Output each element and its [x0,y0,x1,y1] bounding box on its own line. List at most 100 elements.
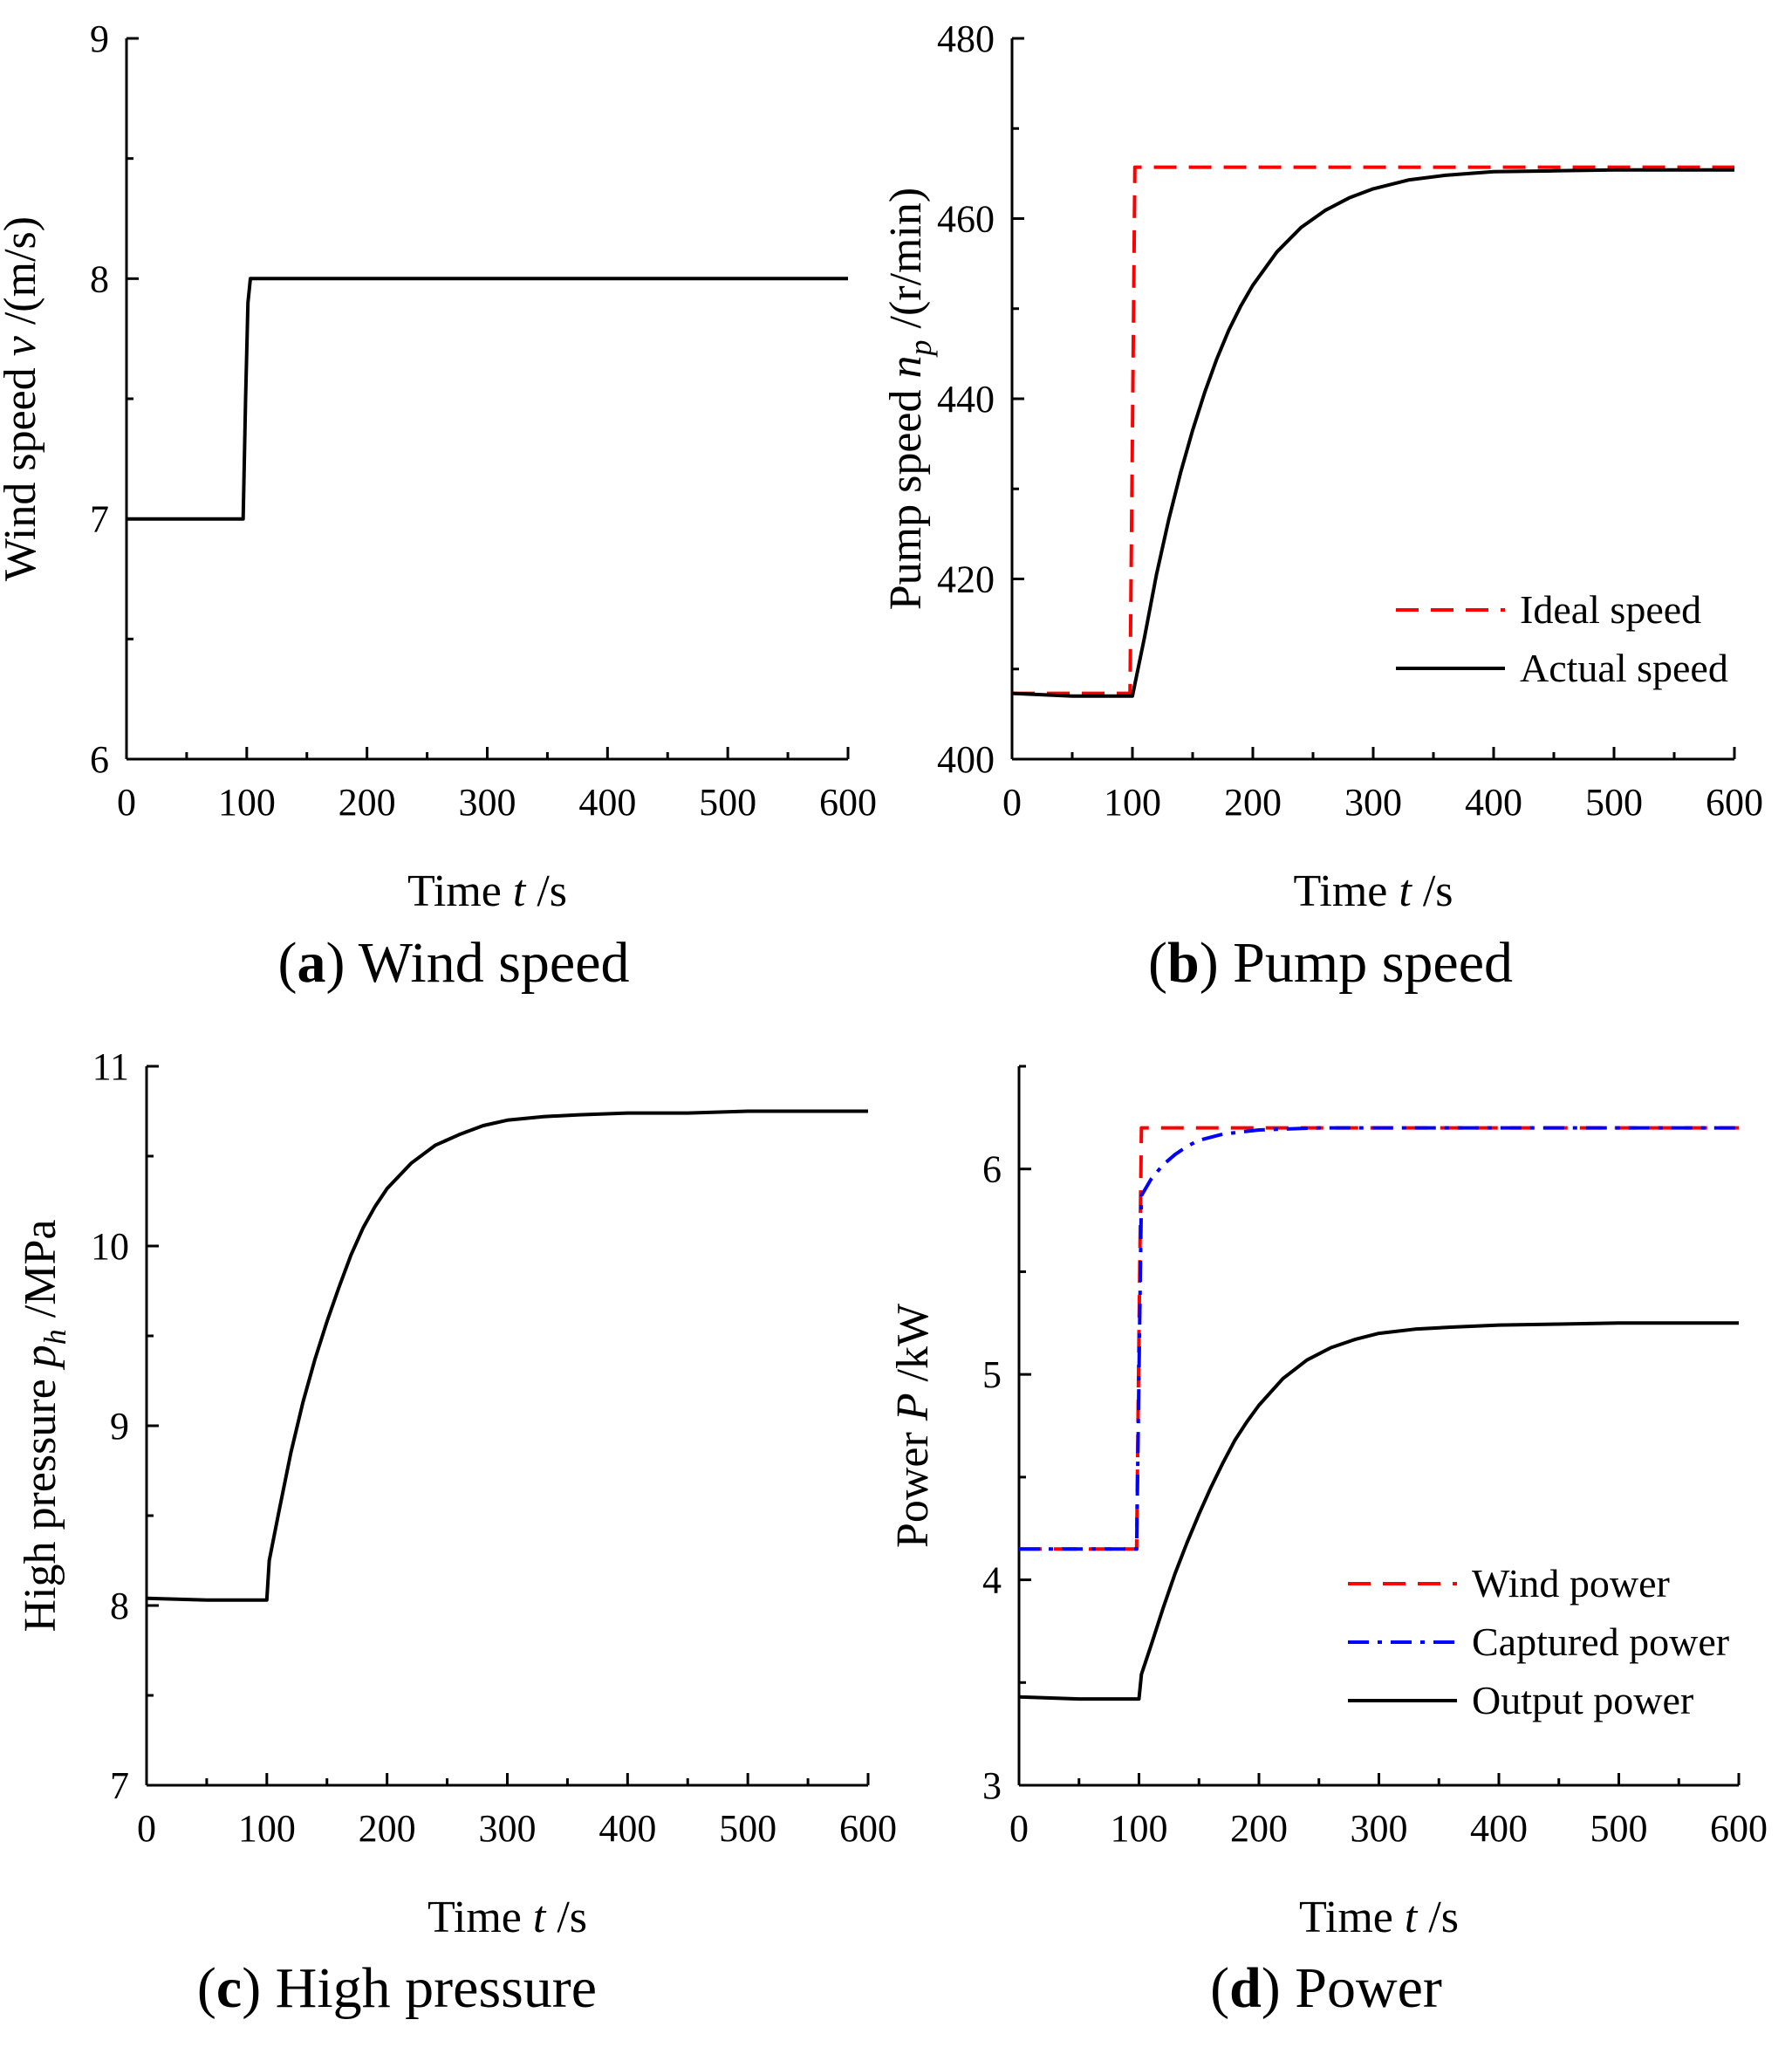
chart-b: 0 100 200 300 400 500 600 400 420 440 460 480 Time t… [881,17,1763,995]
x-label-text: Time [1299,1893,1405,1942]
caption-paren: ( [1210,1956,1229,2020]
x-tick-label: 500 [1590,1807,1648,1850]
series-line-output-power [1018,1321,1739,1701]
y-tick-label: 440 [937,378,995,421]
legend-label: Output power [1472,1678,1693,1722]
y-tick-label: 8 [110,1585,129,1627]
x-tick-label: 100 [238,1807,296,1850]
y-tick-label: 9 [90,17,109,60]
y-tick-label: 9 [110,1405,129,1448]
y-axis-label: Pump speed np /(r/min) [881,188,938,611]
x-tick-label: 100 [1104,781,1161,824]
x-label-unit: /s [525,866,567,916]
x-label-text: Time [407,866,513,916]
y-label-variable: n [881,355,931,378]
x-tick-label: 100 [218,781,276,824]
x-tick-label: 500 [719,1807,776,1850]
y-axis-label: Power P /kW [888,1304,938,1548]
x-label-text: Time [427,1893,533,1942]
y-tick-label: 8 [90,257,109,300]
x-tick-label: 200 [1230,1807,1288,1850]
x-label-unit: /s [545,1893,587,1942]
y-tick-label: 480 [937,17,995,60]
x-tick-label: 0 [117,781,136,824]
y-label-subscript: h [38,1329,72,1345]
x-tick-label: 300 [1344,781,1402,824]
caption-letter: b [1167,931,1200,995]
x-tick-label: 400 [1465,781,1522,824]
x-tick-label: 200 [359,1807,416,1850]
x-tick-label: 100 [1111,1807,1168,1850]
series-line-ideal-speed [1012,165,1734,695]
x-tick-label: 300 [1351,1807,1408,1850]
y-label-text: Wind speed [0,356,45,581]
legend-label: Wind power [1472,1561,1670,1606]
x-axis-label: Time t /s [407,866,567,916]
x-tick-label: 500 [699,781,756,824]
series-line-captured-power [1019,1126,1739,1551]
x-label-unit: /s [1417,1893,1459,1942]
y-label-unit: /kW [888,1304,938,1393]
caption-paren: ( [197,1956,216,2020]
chart-d: 0 100 200 300 400 500 600 3 4 5 6 Time t /s Power P … [888,1065,1768,2020]
x-tick-label: 500 [1585,781,1643,824]
chart-caption: (c) High pressure [197,1956,597,2020]
y-label-unit: /MPa [16,1220,65,1330]
y-tick-label: 4 [982,1559,1002,1602]
y-axis-label: High pressure ph /MPa [16,1220,72,1633]
series-line-wind-power [1019,1126,1739,1551]
x-label-variable: t [1399,866,1412,916]
series-line-actual-speed [1011,168,1734,698]
legend-label: Ideal speed [1520,587,1701,632]
legend-label: Actual speed [1520,646,1728,690]
x-axis-label: Time t /s [427,1893,587,1942]
y-label-variable: p [16,1345,65,1371]
x-tick-label: 600 [819,781,877,824]
y-tick-label: 5 [982,1353,1002,1396]
y-tick-label: 420 [937,558,995,601]
x-tick-label: 0 [1002,781,1022,824]
y-label-variable: P [888,1393,938,1421]
y-tick-label: 6 [90,738,109,781]
y-tick-label: 10 [91,1225,129,1268]
x-tick-label: 300 [459,781,516,824]
x-tick-label: 600 [839,1807,897,1850]
y-tick-label: 6 [982,1148,1002,1191]
series-line-high-pressure [146,1109,868,1602]
chart-caption: (a) Wind speed [277,931,629,995]
caption-paren: ( [1148,931,1167,995]
y-axis-label: Wind speed v /(m/s) [0,216,45,581]
y-label-subscript: p [903,339,938,358]
caption-text: ) Power [1262,1956,1442,2020]
y-label-text: High pressure [16,1367,65,1632]
x-label-unit: /s [1412,866,1453,916]
x-tick-label: 200 [339,781,396,824]
caption-text: ) Wind speed [325,931,629,995]
chart-c: 0 100 200 300 400 500 600 7 8 9 10 11 Time t /s High … [16,1045,897,2020]
x-label-variable: t [513,866,527,916]
x-label-text: Time [1293,866,1399,916]
x-tick-label: 200 [1224,781,1282,824]
caption-text: ) Pump speed [1200,931,1513,995]
y-tick-label: 460 [937,198,995,241]
y-tick-label: 11 [92,1045,129,1088]
x-tick-label: 300 [479,1807,537,1850]
chart-caption: (b) Pump speed [1148,931,1513,995]
x-tick-label: 400 [1470,1807,1528,1850]
y-label-text: Power [888,1421,938,1548]
caption-letter: c [216,1956,242,2020]
x-tick-label: 400 [598,1807,656,1850]
y-label-unit: /(r/min) [881,188,931,340]
x-tick-label: 600 [1706,781,1763,824]
caption-paren: ( [277,931,297,995]
legend-label: Captured power [1472,1619,1729,1664]
y-tick-label: 400 [937,738,995,781]
x-tick-label: 400 [578,781,636,824]
x-axis-label: Time t /s [1293,866,1453,916]
series-line-wind-speed [127,277,848,521]
x-tick-label: 0 [137,1807,156,1850]
x-label-variable: t [1405,1893,1419,1942]
y-tick-label: 7 [90,498,109,541]
chart-caption: (d) Power [1210,1956,1442,2020]
